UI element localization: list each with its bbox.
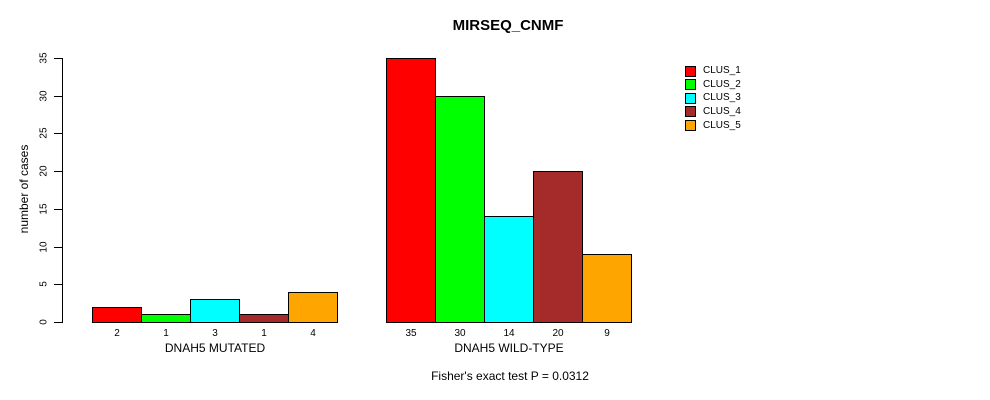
y-axis-tick [54,247,62,248]
legend-color-swatch [685,106,696,118]
chart-title: MIRSEQ_CNMF [452,17,564,34]
bar-clus_2-group1 [141,314,191,323]
y-axis-tick [54,96,62,97]
bar-value-label: 14 [503,328,515,339]
bar-clus_1-group2 [386,58,436,323]
legend-color-swatch [685,65,696,77]
bar-clus_5-group2 [582,254,632,323]
bar-value-label: 30 [454,328,466,339]
legend-label: CLUS_3 [703,92,741,104]
x-axis-group-label-wild-type: DNAH5 WILD-TYPE [454,341,564,355]
y-axis-tick-label: 30 [38,90,50,102]
bar-value-label: 35 [405,328,417,339]
y-axis-tick [54,284,62,285]
y-axis-tick-label: 25 [38,127,50,139]
bar-clus_1-group1 [92,307,142,323]
bar-value-label: 9 [604,328,610,339]
bar-value-label: 1 [261,328,267,339]
y-axis-tick-label: 5 [38,281,50,287]
legend-label: CLUS_2 [703,78,741,90]
legend-item-clus_2: CLUS_2 [685,79,741,91]
y-axis-tick [54,171,62,172]
bar-value-label: 4 [310,328,316,339]
bar-clus_4-group1 [239,314,289,323]
legend-label: CLUS_1 [703,65,741,76]
annotation-text: Fisher's exact test P = 0.0312 [431,369,589,383]
y-axis-tick [54,322,62,323]
legend-item-clus_3: CLUS_3 [685,92,741,104]
bar-clus_3-group1 [190,299,240,323]
legend-color-swatch [685,120,696,132]
legend-color-swatch [685,92,696,104]
legend-item-clus_1: CLUS_1 [685,65,741,77]
legend-label: CLUS_5 [703,119,741,131]
bar-value-label: 20 [552,328,564,339]
y-axis-tick-label: 35 [38,52,50,64]
legend-label: CLUS_4 [703,105,741,117]
bar-clus_4-group2 [533,171,583,323]
y-axis-tick-label: 15 [38,203,50,215]
y-axis-label: number of cases [17,144,31,234]
bar-value-label: 2 [114,328,120,339]
y-axis-tick [54,58,62,59]
bar-clus_5-group1 [288,292,338,323]
y-axis-tick [54,209,62,210]
bar-value-label: 3 [212,328,218,339]
y-axis-tick-label: 0 [38,319,50,325]
y-axis-tick [54,133,62,134]
y-axis-line [62,58,63,323]
legend-color-swatch [685,79,696,91]
legend-item-clus_4: CLUS_4 [685,106,741,118]
bar-clus_2-group2 [435,96,485,323]
bar-value-label: 1 [163,328,169,339]
x-axis-group-label-mutated: DNAH5 MUTATED [164,341,266,355]
legend-item-clus_5: CLUS_5 [685,120,741,132]
y-axis-tick-label: 10 [38,241,50,253]
bar-clus_3-group2 [484,216,534,323]
y-axis-tick-label: 20 [38,165,50,177]
